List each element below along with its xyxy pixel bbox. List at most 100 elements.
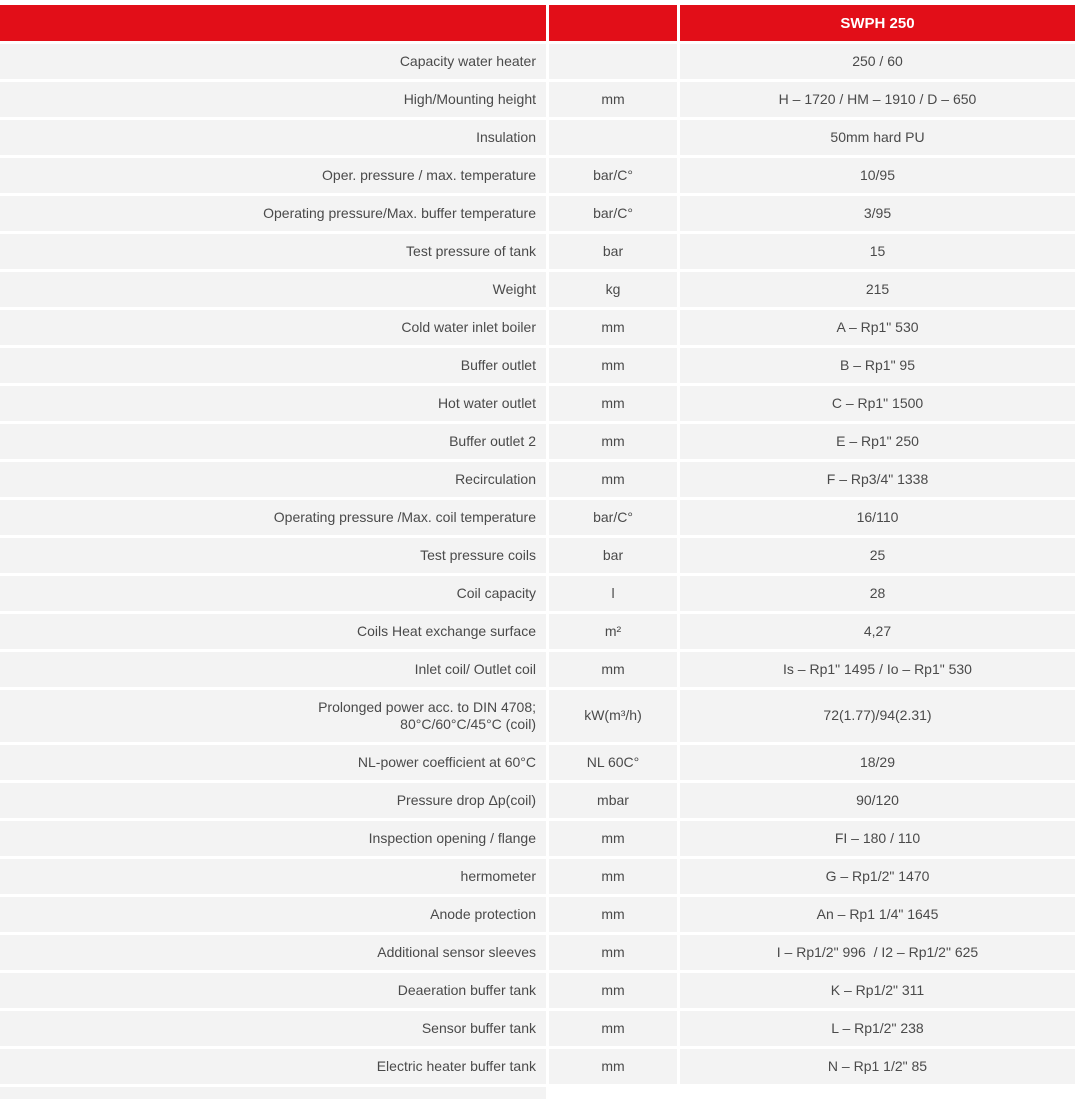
spec-label-cell: Buffer outlet 2 (0, 424, 546, 459)
spec-label: Weight (492, 280, 536, 297)
spec-value: 15 (680, 234, 1075, 269)
spec-unit: bar/C° (549, 500, 677, 535)
spec-value: 3/95 (680, 196, 1075, 231)
spec-value: K – Rp1/2" 311 (680, 973, 1075, 1008)
spec-label: Operating pressure /Max. coil temperatur… (273, 508, 536, 525)
spec-label-line2: 80°C/60°C/45°C (coil) (400, 716, 536, 732)
spec-value: 90/120 (680, 783, 1075, 818)
spec-label-cell: Cold water inlet boiler (0, 310, 546, 345)
spec-label: Cold water inlet boiler (401, 318, 536, 335)
spec-label-cell: Anode protection (0, 897, 546, 932)
spec-value: F – Rp3/4" 1338 (680, 462, 1075, 497)
spec-value: E – Rp1" 250 (680, 424, 1075, 459)
spec-unit: mm (549, 1049, 677, 1084)
header-cell-unit (549, 5, 677, 41)
spec-label: Additional sensor sleeves (377, 943, 536, 960)
spec-label: Operating pressure/Max. buffer temperatu… (263, 204, 536, 221)
spec-unit: mm (549, 935, 677, 970)
spec-label: Coil capacity (456, 584, 536, 601)
spec-label: Capacity water heater (399, 52, 536, 69)
spec-label-cell: Weight (0, 272, 546, 307)
spec-label-cell: Electric heater buffer tank (0, 1049, 546, 1084)
spec-unit: mbar (549, 783, 677, 818)
spec-value: 10/95 (680, 158, 1075, 193)
spec-unit (549, 120, 677, 155)
spec-label-cell: Buffer outlet (0, 348, 546, 383)
spec-value: 215 (680, 272, 1075, 307)
spec-label-cell: High/Mounting height (0, 82, 546, 117)
spec-label: Sensor buffer tank (421, 1019, 536, 1036)
spec-label: Deaeration buffer tank (397, 981, 536, 998)
spec-value: B – Rp1" 95 (680, 348, 1075, 383)
spec-value: Is – Rp1" 1495 / Io – Rp1" 530 (680, 652, 1075, 687)
spec-label-cell: Inlet coil/ Outlet coil (0, 652, 546, 687)
spec-value: 4,27 (680, 614, 1075, 649)
spec-unit: m² (549, 614, 677, 649)
spec-value: 18/29 (680, 745, 1075, 780)
spec-value: FI – 180 / 110 (680, 821, 1075, 856)
spec-label-cell: Additional sensor sleeves (0, 935, 546, 970)
spec-label-cell: NL-power coefficient at 60°C (0, 745, 546, 780)
spec-unit: mm (549, 386, 677, 421)
spec-unit (549, 44, 677, 79)
spec-label-cell: Pressure drop Δp(coil) (0, 783, 546, 818)
header-cell-product: SWPH 250 (680, 5, 1075, 41)
spec-label: Test pressure coils (420, 546, 536, 563)
spec-unit: kg (549, 272, 677, 307)
spec-label: Buffer outlet 2 (449, 432, 536, 449)
spec-value: 25 (680, 538, 1075, 573)
spec-label: Coils Heat exchange surface (357, 622, 536, 639)
spec-label-cell: Sensor buffer tank (0, 1011, 546, 1046)
spec-value: C – Rp1" 1500 (680, 386, 1075, 421)
spec-label: Oper. pressure / max. temperature (322, 166, 536, 183)
spec-value: 72(1.77)/94(2.31) (680, 690, 1075, 742)
spec-unit: mm (549, 462, 677, 497)
spec-unit: bar/C° (549, 196, 677, 231)
spec-label: Recirculation (455, 470, 536, 487)
spec-label-cell: Hot water outlet (0, 386, 546, 421)
spec-label-cell: Oper. pressure / max. temperature (0, 158, 546, 193)
spec-label-cell: Inspection opening / flange (0, 821, 546, 856)
product-name: SWPH 250 (840, 14, 915, 32)
spec-unit: mm (549, 973, 677, 1008)
spec-label-cell: Coils Heat exchange surface (0, 614, 546, 649)
spec-label-cell: Prolonged power acc. to DIN 4708; 80°C/6… (0, 690, 546, 742)
spec-unit: NL 60C° (549, 745, 677, 780)
spec-value: H – 1720 / HM – 1910 / D – 650 (680, 82, 1075, 117)
spec-label: Insulation (476, 128, 536, 145)
spec-label: NL-power coefficient at 60°C (357, 753, 536, 770)
spec-unit: mm (549, 821, 677, 856)
spec-unit: mm (549, 859, 677, 894)
spec-label-cell: Insulation (0, 120, 546, 155)
spec-unit: mm (549, 897, 677, 932)
spec-unit: mm (549, 82, 677, 117)
spec-value: 250 / 60 (680, 44, 1075, 79)
spec-label: Buffer outlet (460, 356, 536, 373)
spec-unit: bar (549, 234, 677, 269)
spec-label: High/Mounting height (403, 90, 536, 107)
spec-label: Prolonged power acc. to DIN 4708; (318, 698, 536, 715)
spec-unit: kW(m³/h) (549, 690, 677, 742)
spec-label-cell: Deaeration buffer tank (0, 973, 546, 1008)
spec-value: An – Rp1 1/4" 1645 (680, 897, 1075, 932)
spec-label: Inlet coil/ Outlet coil (414, 660, 536, 677)
spec-label-cell: hermometer (0, 859, 546, 894)
spec-value: A – Rp1" 530 (680, 310, 1075, 345)
spec-label: Electric heater buffer tank (376, 1057, 536, 1074)
spec-unit: mm (549, 310, 677, 345)
spec-label: Pressure drop Δp(coil) (396, 791, 536, 808)
spec-value: N – Rp1 1/2" 85 (680, 1049, 1075, 1084)
spec-label-cell: Coil capacity (0, 576, 546, 611)
spec-label: hermometer (460, 867, 536, 884)
spec-label: Anode protection (430, 905, 536, 922)
spec-label-cell: Test pressure of tank (0, 234, 546, 269)
spec-table: SWPH 250 Capacity water heater 250 / 60 … (0, 5, 1075, 1084)
spec-value: 16/110 (680, 500, 1075, 535)
spec-label: Hot water outlet (437, 394, 536, 411)
spec-unit: mm (549, 348, 677, 383)
spec-value: I – Rp1/2" 996 / I2 – Rp1/2" 625 (680, 935, 1075, 970)
spec-label-cell: Recirculation (0, 462, 546, 497)
header-cell-label (0, 5, 546, 41)
spec-label: Inspection opening / flange (368, 829, 536, 846)
